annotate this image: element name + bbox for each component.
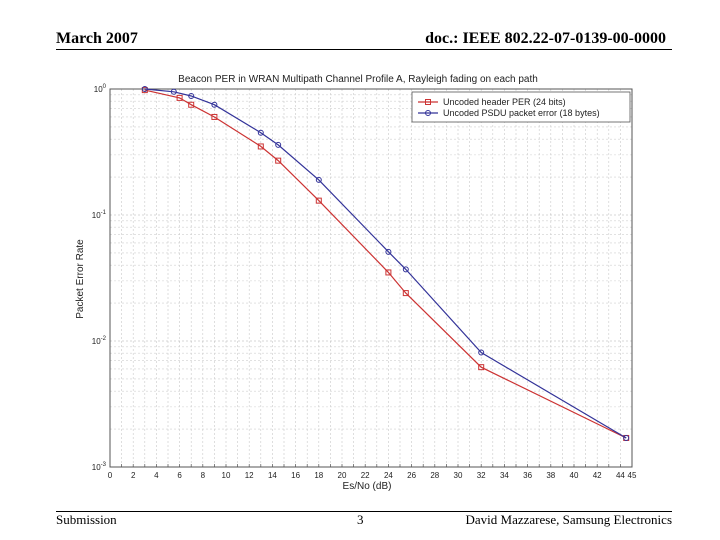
legend-marker-2 [425,110,431,116]
x-tick-label: 30 [454,471,463,480]
series-1-point [478,364,485,371]
x-axis-label: Es/No (dB) [343,481,392,492]
x-tick-label: 10 [222,471,231,480]
chart-series [141,86,630,441]
series-1-point [315,197,322,204]
x-tick-label: 38 [546,471,555,480]
x-tick-label: 45 [628,471,637,480]
series-2-point [623,434,630,441]
series-line-2 [144,88,627,439]
series-1-point [188,101,195,108]
series-2-point [478,349,485,356]
x-tick-label: 4 [154,471,159,480]
x-tick-label: 14 [268,471,277,480]
header-rule [56,49,672,50]
series-line-1 [144,89,627,439]
chart-title: Beacon PER in WRAN Multipath Channel Pro… [178,74,538,85]
legend-label-1: Uncoded header PER (24 bits) [443,97,566,107]
y-tick-label: 10-1 [92,210,107,220]
x-tick-label: 26 [407,471,416,480]
legend-box [411,91,631,123]
legend-marker-1 [425,99,431,105]
x-tick-label: 18 [314,471,323,480]
series-2-point [275,141,282,148]
footer-rule [56,511,672,512]
legend-label-2: Uncoded PSDU packet error (18 bytes) [443,108,600,118]
y-tick-label: 10-2 [92,336,107,346]
x-tick-label: 40 [570,471,579,480]
series-1-point [275,157,282,164]
y-tick-label: 10-3 [92,462,107,472]
series-2-point [315,176,322,183]
x-tick-label: 20 [338,471,347,480]
series-1-point [257,143,264,150]
series-1-point [402,290,409,297]
footer-author: David Mazzarese, Samsung Electronics [465,512,672,527]
x-tick-label: 16 [291,471,300,480]
footer-page-number: 3 [357,512,364,527]
series-2-point [385,248,392,255]
plot-area [110,89,632,467]
series-2-point [141,86,148,92]
chart-legend: Uncoded header PER (24 bits)Uncoded PSDU… [411,91,631,123]
series-2-point [211,101,218,108]
x-tick-label: 6 [177,471,182,480]
header-doc-id: doc.: IEEE 802.22-07-0139-00-0000 [425,30,666,47]
per-chart: Beacon PER in WRAN Multipath Channel Pro… [75,74,637,492]
series-1-point [211,113,218,120]
chart-grid [109,89,633,468]
footer-submission: Submission [56,512,117,527]
x-tick-label: 22 [361,471,370,480]
series-2-point [188,92,195,99]
series-1-point [385,269,392,276]
series-1-point [176,94,183,101]
x-tick-label: 2 [131,471,136,480]
x-tick-label: 36 [523,471,532,480]
series-2-point [402,266,409,273]
x-tick-label: 8 [201,471,206,480]
y-tick-label: 100 [94,84,107,94]
y-axis-label: Packet Error Rate [75,239,86,319]
plot-frame [109,88,633,468]
x-tick-label: 44 [616,471,625,480]
chart-axes: 0 2 4 6 8 10 12 14 16 18 20 22 24 26 28 30 32 34 36 38 40 42 4… [92,84,637,480]
header-date: March 2007 [56,30,138,47]
x-tick-label: 12 [245,471,254,480]
x-tick-label: 0 [108,471,113,480]
series-2-point [170,88,177,95]
x-tick-label: 34 [500,471,509,480]
x-tick-label: 42 [593,471,602,480]
series-2-point [257,129,264,136]
x-tick-label: 28 [430,471,439,480]
x-tick-label: 24 [384,471,393,480]
x-tick-label: 32 [477,471,486,480]
